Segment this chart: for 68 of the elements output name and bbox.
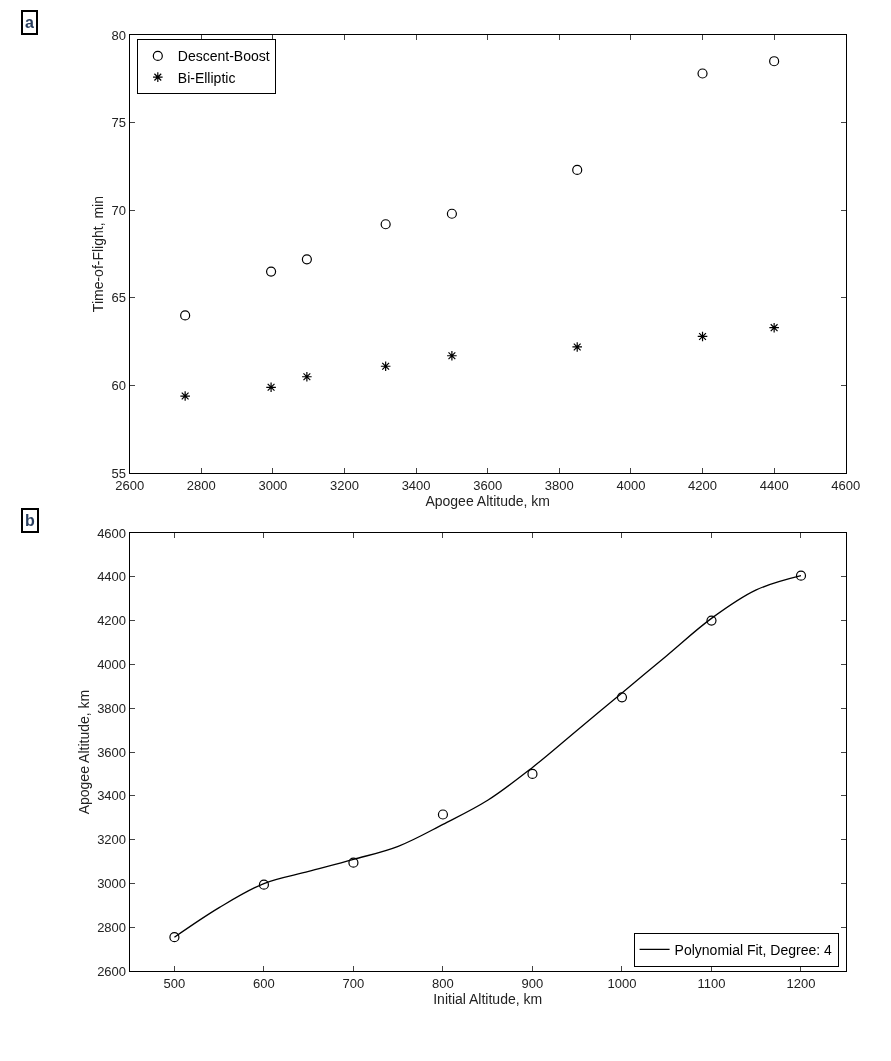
- y-tick-label: 3400: [97, 788, 127, 804]
- point: [571, 341, 583, 353]
- x-tick-label: 2800: [186, 477, 216, 493]
- y-tick-label: 3000: [97, 876, 127, 892]
- point: [179, 390, 191, 402]
- y-axis-title: Time-of-Flight, min: [90, 195, 107, 313]
- x-tick-label: 800: [432, 975, 454, 991]
- point: [301, 371, 313, 383]
- x-tick-label: 4200: [688, 477, 717, 493]
- x-axis-title: Initial Altitude, km: [433, 991, 543, 1008]
- x-tick-label: 4000: [616, 477, 646, 493]
- y-tick-label: 3800: [97, 700, 127, 716]
- y-tick-label: 70: [111, 202, 127, 218]
- y-tick-label: 3200: [97, 832, 127, 848]
- point: [380, 360, 392, 372]
- point: [616, 692, 628, 703]
- x-tick-label: 3400: [401, 477, 431, 493]
- legend-label: Polynomial Fit, Degree: 4: [674, 941, 832, 958]
- x-tick-label: 1000: [607, 975, 637, 991]
- point: [446, 350, 458, 362]
- legend-label: Bi-Elliptic: [177, 69, 236, 86]
- point: [527, 768, 538, 780]
- y-tick-label: 75: [111, 115, 127, 131]
- x-tick-label: 500: [163, 975, 186, 991]
- y-tick-label: 4000: [97, 656, 127, 672]
- text: a: [25, 14, 34, 31]
- y-tick-label: 4200: [97, 613, 127, 629]
- x-tick-label: 600: [253, 975, 275, 991]
- y-tick-label: 55: [111, 465, 127, 481]
- point: [446, 208, 457, 219]
- y-tick-label: 4400: [97, 569, 127, 585]
- x-axis-title: Apogee Altitude, km: [425, 493, 550, 510]
- x-tick-label: 1100: [697, 975, 726, 991]
- point: [697, 331, 708, 342]
- point: [265, 266, 277, 277]
- x-tick-label: 4600: [831, 477, 861, 493]
- point: [169, 932, 180, 943]
- point: [258, 879, 270, 890]
- y-tick-label: 65: [111, 290, 127, 306]
- point: [706, 615, 717, 626]
- point: [697, 68, 708, 79]
- x-tick-label: 700: [342, 975, 365, 991]
- point: [265, 381, 277, 393]
- y-tick-label: 2600: [97, 963, 127, 979]
- x-tick-label: 3000: [258, 477, 288, 493]
- x-tick-label: 1200: [786, 975, 816, 991]
- point: [301, 254, 312, 265]
- x-tick-label: 3800: [544, 477, 574, 493]
- point: [795, 570, 807, 581]
- x-tick-label: 3200: [330, 477, 359, 493]
- point: [572, 164, 583, 176]
- point: [348, 857, 359, 868]
- point: [437, 809, 449, 820]
- point: [380, 219, 391, 230]
- y-tick-label: 4600: [97, 525, 127, 541]
- y-tick-label: 3600: [97, 744, 127, 760]
- y-tick-label: 2800: [97, 919, 127, 935]
- y-tick-label: 80: [111, 27, 127, 43]
- text: b: [25, 512, 35, 529]
- y-axis-title: Apogee Altitude, km: [75, 689, 92, 815]
- x-tick-label: 4400: [759, 477, 789, 493]
- point: [768, 322, 780, 334]
- legend-label: Descent-Boost: [177, 48, 270, 65]
- x-tick-label: 3600: [473, 477, 503, 493]
- y-tick-label: 60: [111, 378, 127, 394]
- x-tick-label: 900: [521, 975, 544, 991]
- point: [769, 56, 780, 67]
- point: [180, 310, 191, 321]
